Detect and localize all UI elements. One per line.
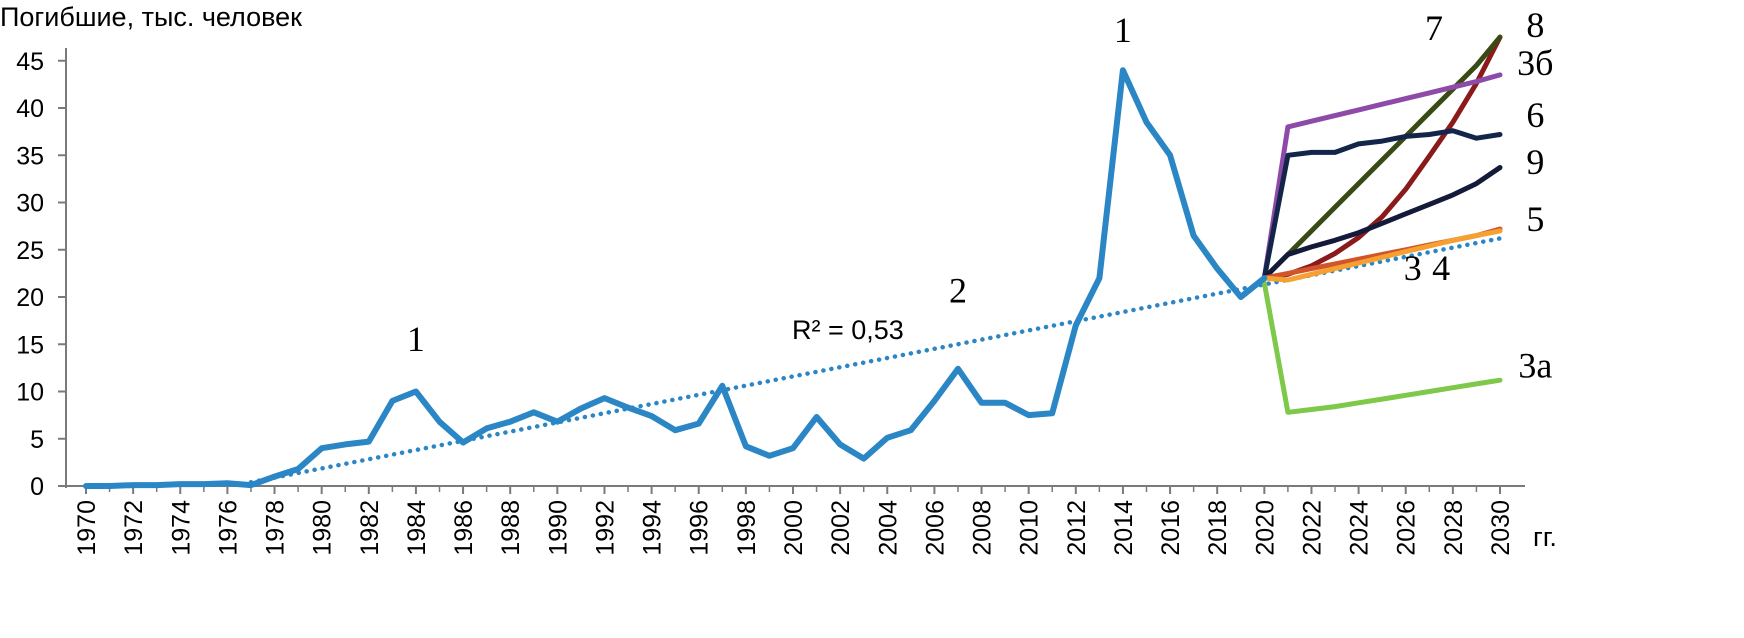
x-tick-label: 1970 bbox=[73, 500, 101, 556]
annotation-label: 9 bbox=[1526, 142, 1544, 182]
y-axis-label: Погибшие, тыс. человек bbox=[0, 2, 302, 32]
annotations: 1 1 2 3 4 7 83б 6 9 5 3а bbox=[407, 5, 1554, 385]
x-tick-label: 1978 bbox=[262, 500, 290, 556]
annotation-label: 8 bbox=[1526, 5, 1544, 45]
series-historical-line bbox=[83, 67, 1268, 489]
x-tick-label: 2026 bbox=[1393, 500, 1421, 556]
series-line-7 bbox=[1261, 34, 1503, 281]
r-squared-label: R² = 0,53 bbox=[792, 315, 904, 345]
annotation-label: 1 bbox=[407, 319, 425, 359]
y-ticks: 0 5 10 15 20 25 30 35 40 45 bbox=[16, 48, 66, 501]
x-tick-label: 2030 bbox=[1487, 500, 1515, 556]
x-tick-label: 2002 bbox=[827, 500, 855, 556]
y-tick-label: 5 bbox=[30, 426, 44, 454]
x-tick-label: 1976 bbox=[214, 500, 242, 556]
x-tick-label: 1982 bbox=[356, 500, 384, 556]
annotation-label: 4 bbox=[1432, 248, 1450, 288]
x-tick-label: 2004 bbox=[874, 500, 902, 556]
series-group bbox=[83, 34, 1503, 489]
x-tick-label: 1988 bbox=[497, 500, 525, 556]
x-tick-label: 1980 bbox=[309, 500, 337, 556]
y-tick-label: 20 bbox=[16, 284, 44, 312]
y-tick-label: 30 bbox=[16, 190, 44, 218]
x-tick-label: 2008 bbox=[969, 500, 997, 556]
x-tick-label: 2014 bbox=[1110, 500, 1138, 556]
x-tick-label: 1994 bbox=[639, 500, 667, 556]
x-tick-label: 1984 bbox=[403, 500, 431, 556]
annotation-label: 7 bbox=[1425, 8, 1443, 48]
series-line-4 bbox=[1261, 228, 1503, 283]
y-tick-label: 45 bbox=[16, 48, 44, 76]
annotation-label: 5 bbox=[1526, 199, 1544, 239]
x-axis-unit: гг. bbox=[1533, 522, 1557, 552]
annotation-label: 2 bbox=[949, 271, 967, 311]
x-tick-label: 2018 bbox=[1204, 500, 1232, 556]
x-tick-label: 1986 bbox=[450, 500, 478, 556]
series-line-3б bbox=[1261, 72, 1503, 281]
x-tick-label: 2022 bbox=[1298, 500, 1326, 556]
y-tick-label: 35 bbox=[16, 142, 44, 170]
x-tick-label: 2016 bbox=[1157, 500, 1185, 556]
y-tick-label: 40 bbox=[16, 95, 44, 123]
annotation-label: 3б bbox=[1517, 43, 1553, 83]
y-tick-label: 15 bbox=[16, 331, 44, 359]
x-tick-label: 1992 bbox=[591, 500, 619, 556]
annotation-label: 3а bbox=[1518, 345, 1552, 385]
x-tick-label: 2020 bbox=[1251, 500, 1279, 556]
x-tick-label: 2012 bbox=[1063, 500, 1091, 556]
annotation-label: 1 bbox=[1114, 10, 1132, 50]
x-tick-label: 1990 bbox=[544, 500, 572, 556]
x-tick-label: 2010 bbox=[1016, 500, 1044, 556]
y-tick-label: 25 bbox=[16, 237, 44, 265]
y-tick-label: 10 bbox=[16, 379, 44, 407]
x-tick-label: 1996 bbox=[686, 500, 714, 556]
x-tick-label: 2006 bbox=[921, 500, 949, 556]
series-line-6 bbox=[1261, 128, 1503, 281]
x-tick-label: 1972 bbox=[120, 500, 148, 556]
annotation-label: 3 bbox=[1404, 248, 1422, 288]
x-tick-label: 2000 bbox=[780, 500, 808, 556]
x-tick-label: 1974 bbox=[167, 500, 195, 556]
x-tick-label: 1998 bbox=[733, 500, 761, 556]
series-line-3а bbox=[1261, 280, 1503, 415]
annotation-label: 6 bbox=[1526, 95, 1544, 135]
x-ticks: 1970 1972 1974 1976 1978 1980 1982 1984 1986 1988… bbox=[73, 486, 1515, 556]
x-tick-label: 2028 bbox=[1440, 500, 1468, 556]
y-tick-label: 0 bbox=[30, 473, 44, 501]
series-line-9 bbox=[1261, 165, 1503, 281]
x-tick-label: 2024 bbox=[1346, 500, 1374, 556]
